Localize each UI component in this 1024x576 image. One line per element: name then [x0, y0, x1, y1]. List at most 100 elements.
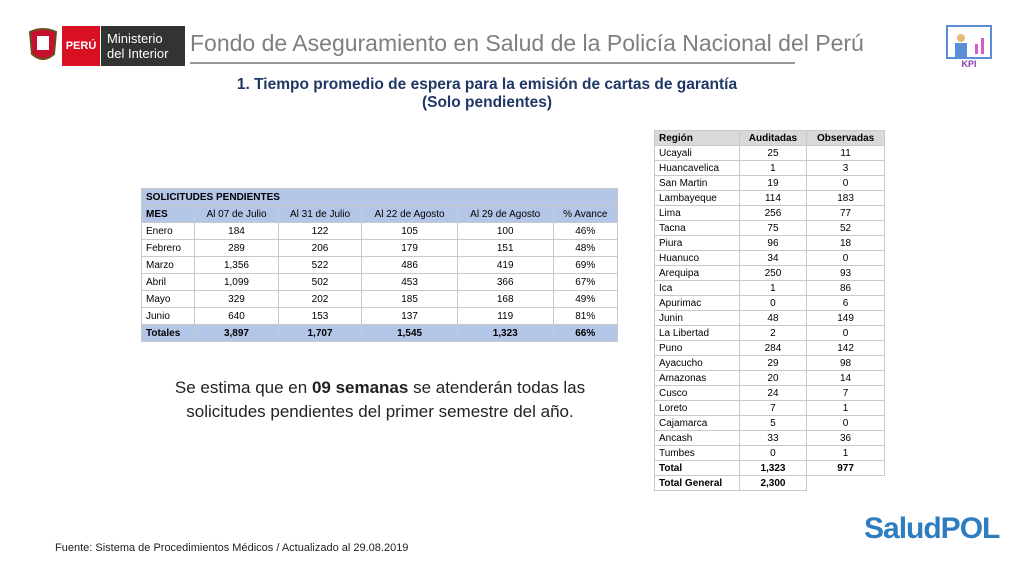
cell: 114 [738, 190, 808, 206]
table-row: Cusco 24 7 [654, 385, 885, 401]
cell: 18 [806, 235, 885, 251]
cell: 81% [552, 307, 619, 325]
cell: Región [654, 130, 740, 146]
table-row: Total 1,323 977 [654, 460, 885, 476]
table-row: Ayacucho 29 98 [654, 355, 885, 371]
cell: Totales [140, 324, 196, 342]
title-line: (Solo pendientes) [421, 94, 553, 111]
cell: 69% [552, 256, 619, 274]
table-row: San Martin 19 0 [654, 175, 885, 191]
cell: 2 [738, 325, 808, 341]
cell: 7 [806, 385, 885, 401]
table-row: MES Al 07 de Julio Al 31 de Julio Al 22 de … [140, 205, 619, 223]
cell: MES [140, 205, 196, 223]
cell: 0 [738, 445, 808, 461]
table-row: Junio 640 153 137 119 81% [140, 307, 619, 325]
region-table: Región Auditadas Observadas Ucayali 25 11 Huan… [654, 130, 885, 491]
table-row: Ucayali 25 11 [654, 145, 885, 161]
cell: 151 [456, 239, 554, 257]
table-row: Enero 184 122 105 100 46% [140, 222, 619, 240]
cell: 105 [361, 222, 458, 240]
cell: 1 [806, 400, 885, 416]
cell: 329 [194, 290, 279, 308]
cell: 49% [552, 290, 619, 308]
header-title: Fondo de Aseguramiento en Salud de la Po… [190, 30, 864, 56]
table-row: Puno 284 142 [654, 340, 885, 356]
statement: Se estima que en 09 semanas se atenderán… [165, 376, 595, 424]
cell: Ayacucho [654, 355, 740, 371]
cell: 19 [738, 175, 808, 191]
cell: 29 [738, 355, 808, 371]
cell: 977 [806, 460, 885, 476]
table-row: Total General 2,300 [654, 475, 885, 491]
cell: 96 [738, 235, 808, 251]
table-row: Marzo 1,356 522 486 419 69% [140, 256, 619, 274]
ministry-line: Ministerio [107, 31, 163, 46]
cell: 33 [738, 430, 808, 446]
cell: Cajamarca [654, 415, 740, 431]
cell: 119 [456, 307, 554, 325]
statement-bold: 09 semanas [311, 378, 409, 397]
cell: % Avance [552, 205, 619, 223]
cell: 52 [806, 220, 885, 236]
header-rule [190, 62, 795, 64]
cell: Ucayali [654, 145, 740, 161]
cell: 93 [806, 265, 885, 281]
cell: 0 [806, 415, 885, 431]
cell: 250 [738, 265, 808, 281]
cell: 202 [277, 290, 363, 308]
cell: 206 [277, 239, 363, 257]
cell: 183 [806, 190, 885, 206]
table-row: Loreto 7 1 [654, 400, 885, 416]
cell: Enero [140, 222, 196, 240]
pending-table: SOLICITUDES PENDIENTES MES Al 07 de Julio A… [140, 188, 619, 342]
table-row: Huanuco 34 0 [654, 250, 885, 266]
cell: Al 29 de Agosto [456, 205, 554, 223]
cell: San Martin [654, 175, 740, 191]
cell: 1 [806, 445, 885, 461]
cell: Al 31 de Julio [277, 205, 363, 223]
cell: 289 [194, 239, 279, 257]
cell: Febrero [140, 239, 196, 257]
cell: Tacna [654, 220, 740, 236]
saludpol-logo: SaludPOL [864, 512, 1000, 545]
cell: Lima [654, 205, 740, 221]
cell: 11 [806, 145, 885, 161]
cell: 77 [806, 205, 885, 221]
table-row: Arequipa 250 93 [654, 265, 885, 281]
cell: 502 [277, 273, 363, 291]
table-row: Piura 96 18 [654, 235, 885, 251]
cell: Cusco [654, 385, 740, 401]
table-row: Junin 48 149 [654, 310, 885, 326]
cell: 366 [456, 273, 554, 291]
cell: 640 [194, 307, 279, 325]
cell: 1,323 [738, 460, 808, 476]
cell: Tumbes [654, 445, 740, 461]
cell: 48 [738, 310, 808, 326]
coat-of-arms [28, 28, 58, 60]
cell: Total General [654, 475, 740, 491]
cell: 3,897 [194, 324, 279, 342]
cell: 86 [806, 280, 885, 296]
cell: 179 [361, 239, 458, 257]
table-row: Totales 3,897 1,707 1,545 1,323 66% [140, 324, 619, 342]
caption: SOLICITUDES PENDIENTES [141, 188, 618, 206]
cell: 25 [738, 145, 808, 161]
cell: Lambayeque [654, 190, 740, 206]
cell: Amazonas [654, 370, 740, 386]
cell: 185 [361, 290, 458, 308]
cell: 0 [806, 175, 885, 191]
table-row: Febrero 289 206 179 151 48% [140, 239, 619, 257]
ministry: Ministerio del Interior [101, 26, 185, 66]
cell: 6 [806, 295, 885, 311]
cell: 284 [738, 340, 808, 356]
table-row: Tacna 75 52 [654, 220, 885, 236]
cell: 122 [277, 222, 363, 240]
cell: 522 [277, 256, 363, 274]
cell: 20 [738, 370, 808, 386]
cell: Ica [654, 280, 740, 296]
table-row: Lima 256 77 [654, 205, 885, 221]
cell: 1,707 [277, 324, 363, 342]
cell: Mayo [140, 290, 196, 308]
cell [807, 476, 885, 491]
